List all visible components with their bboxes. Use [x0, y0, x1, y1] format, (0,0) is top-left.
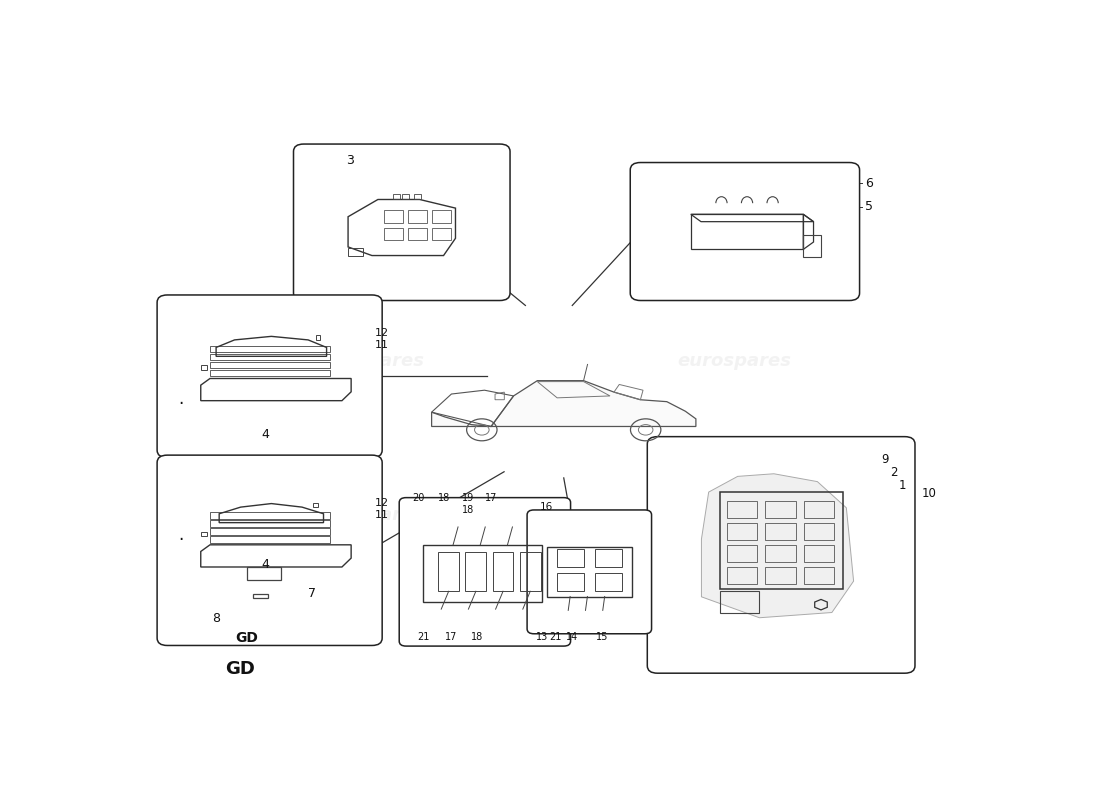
- Bar: [314, 502, 318, 507]
- Bar: [424, 545, 542, 602]
- Text: 9: 9: [882, 453, 889, 466]
- Text: 6: 6: [865, 177, 872, 190]
- Text: 18: 18: [471, 632, 483, 642]
- Bar: [431, 227, 451, 241]
- Text: 18: 18: [462, 505, 474, 515]
- Text: 8: 8: [212, 612, 220, 625]
- Text: 16: 16: [540, 502, 553, 513]
- Bar: [414, 194, 421, 199]
- Bar: [210, 362, 330, 368]
- Text: 12: 12: [374, 328, 388, 338]
- Bar: [804, 545, 834, 562]
- Text: 4: 4: [261, 428, 270, 442]
- Bar: [766, 501, 795, 518]
- Bar: [210, 529, 330, 534]
- Bar: [210, 536, 330, 542]
- Bar: [431, 210, 451, 223]
- Bar: [246, 567, 280, 580]
- Text: 11: 11: [374, 341, 388, 350]
- Bar: [804, 523, 834, 540]
- Bar: [384, 227, 403, 241]
- Bar: [348, 248, 363, 255]
- Text: 13: 13: [536, 632, 548, 642]
- FancyBboxPatch shape: [157, 295, 382, 458]
- Polygon shape: [702, 474, 854, 618]
- Bar: [719, 492, 843, 589]
- Text: eurospares: eurospares: [310, 352, 425, 370]
- Bar: [557, 573, 584, 591]
- Text: 19: 19: [462, 493, 474, 502]
- Text: 18: 18: [438, 493, 451, 502]
- Polygon shape: [431, 381, 696, 426]
- FancyBboxPatch shape: [630, 162, 859, 301]
- Text: 5: 5: [865, 200, 872, 214]
- Bar: [595, 550, 621, 567]
- Text: eurospares: eurospares: [310, 506, 425, 524]
- Bar: [719, 590, 759, 613]
- Bar: [465, 552, 486, 591]
- Text: 14: 14: [566, 632, 579, 642]
- FancyBboxPatch shape: [527, 510, 651, 634]
- Text: 21: 21: [549, 632, 561, 642]
- Text: GD: GD: [224, 660, 255, 678]
- Text: eurospares: eurospares: [678, 506, 791, 524]
- Text: 15: 15: [596, 632, 608, 642]
- Text: 1: 1: [899, 479, 906, 492]
- Bar: [766, 523, 795, 540]
- Text: ·: ·: [178, 530, 184, 549]
- Bar: [595, 573, 621, 591]
- Bar: [557, 550, 584, 567]
- Bar: [727, 545, 757, 562]
- Bar: [210, 354, 330, 360]
- Text: 12: 12: [374, 498, 388, 507]
- Text: 2: 2: [890, 466, 898, 479]
- Bar: [210, 346, 330, 352]
- Text: ·: ·: [178, 395, 184, 413]
- Bar: [393, 194, 400, 199]
- Text: 17: 17: [446, 632, 458, 642]
- Bar: [316, 335, 320, 340]
- Bar: [253, 594, 268, 598]
- Text: 17: 17: [485, 493, 497, 502]
- Bar: [493, 552, 514, 591]
- Bar: [201, 365, 207, 370]
- FancyBboxPatch shape: [294, 144, 510, 301]
- Bar: [547, 546, 631, 597]
- Text: 7: 7: [308, 586, 316, 600]
- Bar: [766, 567, 795, 584]
- Bar: [384, 210, 403, 223]
- Bar: [210, 370, 330, 376]
- Bar: [402, 194, 409, 199]
- FancyBboxPatch shape: [647, 437, 915, 673]
- Bar: [408, 227, 427, 241]
- Bar: [408, 210, 427, 223]
- Bar: [727, 523, 757, 540]
- Text: GD: GD: [235, 631, 258, 645]
- FancyBboxPatch shape: [399, 498, 571, 646]
- Text: 3: 3: [346, 154, 354, 167]
- Text: 4: 4: [261, 558, 270, 570]
- Bar: [210, 521, 330, 526]
- Bar: [766, 545, 795, 562]
- Bar: [804, 567, 834, 584]
- Text: 11: 11: [374, 510, 388, 520]
- Bar: [727, 501, 757, 518]
- Bar: [804, 501, 834, 518]
- Bar: [727, 567, 757, 584]
- Bar: [210, 513, 330, 518]
- Bar: [438, 552, 459, 591]
- Bar: [520, 552, 540, 591]
- Text: 20: 20: [412, 493, 425, 502]
- Text: eurospares: eurospares: [678, 352, 791, 370]
- Text: 21: 21: [417, 632, 429, 642]
- Bar: [201, 531, 207, 536]
- Bar: [803, 234, 822, 257]
- FancyBboxPatch shape: [157, 455, 382, 646]
- Text: 10: 10: [922, 487, 937, 500]
